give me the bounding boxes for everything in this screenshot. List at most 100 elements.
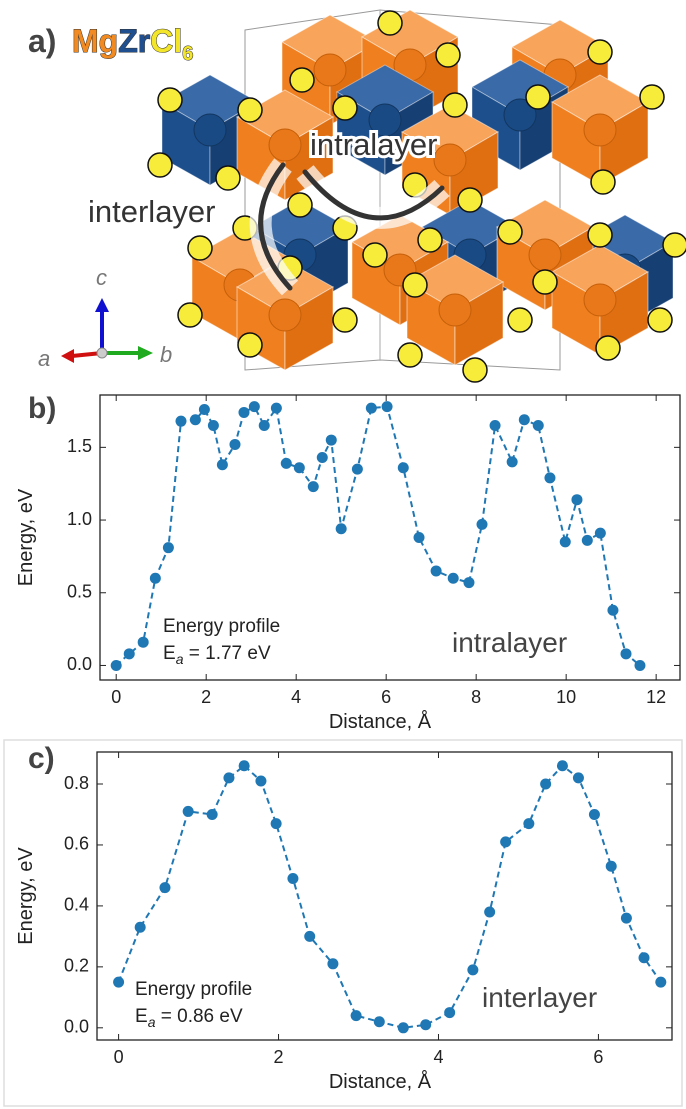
- data-point: [208, 420, 219, 431]
- data-point: [111, 660, 122, 671]
- axis-label-b: b: [160, 342, 172, 367]
- axes-indicator: c a b: [38, 265, 172, 371]
- data-point: [477, 519, 488, 530]
- axis-label-c: c: [96, 265, 107, 290]
- data-point: [507, 456, 518, 467]
- data-point: [463, 577, 474, 588]
- data-point: [571, 494, 582, 505]
- panel-frame: [4, 740, 682, 1106]
- data-point: [540, 779, 551, 790]
- data-point: [655, 977, 666, 988]
- activation-energy: Ea = 1.77 eV: [163, 643, 271, 667]
- ea-symbol: E: [163, 643, 176, 664]
- data-point: [159, 882, 170, 893]
- data-point: [229, 439, 240, 450]
- data-point: [326, 435, 337, 446]
- data-point: [271, 818, 282, 829]
- path-label: intralayer: [310, 127, 438, 162]
- data-point: [271, 403, 282, 414]
- data-point: [223, 772, 234, 783]
- data-point: [317, 452, 328, 463]
- data-point: [113, 977, 124, 988]
- path-label: intralayer: [452, 627, 567, 658]
- data-point: [519, 414, 530, 425]
- annotation: Energy profile: [135, 979, 252, 1000]
- x-tick-label: 4: [291, 687, 301, 707]
- data-point: [308, 481, 319, 492]
- x-tick-label: 6: [381, 687, 391, 707]
- x-tick-label: 10: [556, 687, 576, 707]
- x-tick-label: 8: [471, 687, 481, 707]
- y-tick-label: 1.0: [67, 509, 92, 529]
- data-point: [351, 1010, 362, 1021]
- x-axis-title: Distance, Å: [329, 710, 432, 733]
- data-point: [249, 401, 260, 412]
- panel-label: a): [28, 23, 56, 59]
- path-label: interlayer: [88, 194, 216, 229]
- y-tick-label: 0.5: [67, 582, 92, 602]
- formula-part: 6: [182, 43, 193, 65]
- data-point: [639, 952, 650, 963]
- arrow-head: [138, 346, 153, 360]
- data-point: [366, 403, 377, 414]
- path-label: interlayer: [482, 982, 597, 1013]
- data-point: [175, 416, 186, 427]
- data-point: [589, 809, 600, 820]
- data-point: [238, 407, 249, 418]
- data-point: [398, 462, 409, 473]
- x-tick-label: 2: [274, 1047, 284, 1067]
- data-point: [199, 404, 210, 415]
- data-point: [124, 648, 135, 659]
- data-point: [490, 420, 501, 431]
- x-tick-label: 0: [114, 1047, 124, 1067]
- data-point: [621, 913, 632, 924]
- data-point: [352, 464, 363, 475]
- data-point: [239, 760, 250, 771]
- data-point: [467, 964, 478, 975]
- data-point: [484, 907, 495, 918]
- annotation: Energy profile: [163, 616, 280, 637]
- figure: c a b a) MgZrCl6 intralayer interlayer 0…: [0, 0, 686, 1109]
- activation-energy: Ea = 0.86 eV: [135, 1006, 243, 1030]
- ea-symbol: E: [135, 1006, 148, 1027]
- data-point: [448, 573, 459, 584]
- data-point: [500, 836, 511, 847]
- formula: MgZrCl6: [72, 23, 193, 65]
- formula-part: Mg: [72, 23, 118, 59]
- y-tick-label: 1.5: [67, 436, 92, 456]
- data-point: [217, 459, 228, 470]
- data-point: [606, 861, 617, 872]
- data-point: [207, 809, 218, 820]
- ea-text: = 0.86 eV: [155, 1006, 242, 1027]
- data-point: [374, 1016, 385, 1027]
- data-point: [138, 637, 149, 648]
- data-point: [634, 660, 645, 671]
- arrow-head: [95, 298, 109, 312]
- data-point: [281, 458, 292, 469]
- data-point: [398, 1022, 409, 1033]
- data-point: [420, 1019, 431, 1030]
- formula-part: Zr: [118, 23, 150, 59]
- ea-subscript: a: [176, 651, 184, 667]
- data-point: [336, 523, 347, 534]
- data-point: [255, 775, 266, 786]
- y-tick-label: 0.2: [64, 956, 89, 976]
- y-axis-title: Energy, eV: [15, 847, 37, 945]
- data-point: [573, 772, 584, 783]
- data-point: [183, 806, 194, 817]
- data-point: [259, 420, 270, 431]
- data-point: [544, 472, 555, 483]
- x-tick-label: 2: [201, 687, 211, 707]
- y-tick-label: 0.0: [67, 654, 92, 674]
- panel-label: b): [28, 392, 56, 425]
- ea-text: = 1.77 eV: [183, 643, 270, 664]
- data-point: [431, 565, 442, 576]
- x-tick-label: 6: [593, 1047, 603, 1067]
- data-point: [444, 1007, 455, 1018]
- data-point: [150, 573, 161, 584]
- data-point: [560, 536, 571, 547]
- plot-frame: [100, 395, 680, 680]
- data-point: [287, 873, 298, 884]
- data-point: [557, 760, 568, 771]
- x-axis-title: Distance, Å: [329, 1070, 432, 1093]
